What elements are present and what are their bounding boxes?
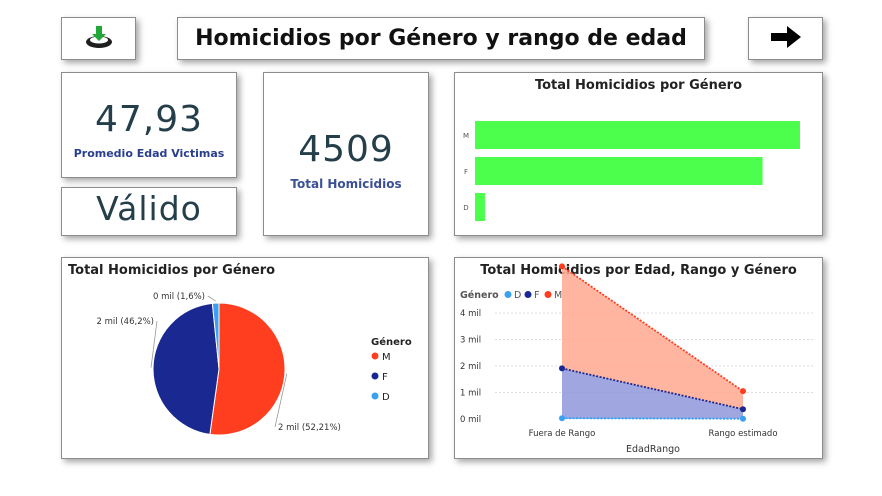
area-point-d bbox=[559, 415, 565, 422]
bar-m bbox=[475, 121, 800, 149]
area-chart-svg: 0 mil 1 mil 2 mil 3 mil 4 mil Fuera de Rango R… bbox=[460, 263, 813, 455]
download-button[interactable] bbox=[61, 17, 136, 60]
area-legend-label: F bbox=[534, 290, 539, 301]
pie-leader-line bbox=[207, 295, 216, 302]
area-legend-marker-m bbox=[544, 291, 552, 298]
area-line-f bbox=[561, 367, 744, 411]
avg-age-value: 47,93 bbox=[94, 99, 204, 140]
area-y-tick-label: 2 mil bbox=[460, 362, 481, 372]
area-legend-title: Género bbox=[460, 290, 499, 301]
area-y-tick-label: 0 mil bbox=[460, 415, 481, 425]
pie-leader-line bbox=[274, 373, 288, 428]
pie-legend-label: D bbox=[382, 392, 390, 403]
next-page-button[interactable] bbox=[748, 17, 823, 60]
area-band-d bbox=[562, 418, 743, 419]
area-band-f bbox=[562, 368, 743, 419]
page-title-text: Homicidios por Género y rango de edad bbox=[195, 26, 687, 51]
pie-legend-label: F bbox=[382, 372, 388, 383]
pie-slice-d bbox=[211, 302, 220, 370]
area-y-tick-label: 3 mil bbox=[460, 336, 481, 346]
pie-legend-marker-f bbox=[371, 372, 379, 380]
status-card: Válido bbox=[61, 187, 237, 236]
area-x-tick-label: Fuera de Rango bbox=[529, 429, 596, 439]
area-band-m bbox=[562, 266, 743, 410]
area-line-m bbox=[561, 265, 744, 392]
bar-chart-title: Total Homicidios por Género bbox=[534, 78, 743, 93]
pie-legend-marker-d bbox=[371, 392, 379, 400]
total-homicides-label: Total Homicidios bbox=[290, 177, 402, 191]
pie-data-label: 0 mil (1,6%) bbox=[153, 292, 205, 302]
area-point-f bbox=[740, 406, 746, 413]
avg-age-label: Promedio Edad Victimas bbox=[73, 147, 225, 160]
area-point-f bbox=[559, 365, 565, 372]
pie-chart-svg: 2 mil (52,21%) 2 mil (46,2%) 0 mil (1,6%) G… bbox=[97, 292, 412, 436]
bar-category-label: F bbox=[464, 168, 468, 176]
pie-legend-title: Género bbox=[371, 336, 412, 348]
area-x-axis-label: EdadRango bbox=[626, 444, 680, 455]
area-legend-label: D bbox=[514, 290, 521, 301]
area-y-tick-label: 4 mil bbox=[460, 309, 481, 319]
area-legend-marker-f bbox=[524, 291, 532, 298]
area-chart-card: Total Homicidios por Edad, Rango y Géner… bbox=[454, 257, 823, 459]
arrow-right-icon bbox=[769, 25, 803, 53]
area-legend-label: M bbox=[554, 290, 562, 301]
total-homicides-card: 4509 Total Homicidios bbox=[263, 72, 429, 236]
bar-f bbox=[475, 157, 763, 185]
area-point-d bbox=[740, 415, 746, 422]
pie-chart-card: Total Homicidios por Género 2 mil (52,21… bbox=[61, 257, 429, 459]
avg-age-card: 47,93 Promedio Edad Victimas bbox=[61, 72, 237, 178]
bar-chart-svg: M F D bbox=[463, 121, 800, 221]
area-legend-marker-d bbox=[504, 291, 512, 298]
download-icon bbox=[84, 24, 114, 54]
bar-d bbox=[475, 193, 485, 221]
page-title: Homicidios por Género y rango de edad bbox=[177, 17, 705, 60]
area-point-m bbox=[740, 388, 746, 395]
pie-data-label: 2 mil (46,2%) bbox=[97, 317, 154, 327]
bar-chart-card: Total Homicidios por Género M F D bbox=[454, 72, 823, 236]
pie-chart-title: Total Homicidios por Género bbox=[68, 263, 276, 278]
area-line-d bbox=[561, 417, 744, 420]
bar-category-label: D bbox=[463, 204, 468, 212]
pie-legend-label: M bbox=[382, 352, 391, 363]
area-y-tick-label: 1 mil bbox=[460, 389, 481, 399]
pie-legend-marker-m bbox=[371, 352, 379, 360]
status-value: Válido bbox=[96, 189, 202, 228]
pie-leader-line bbox=[150, 320, 158, 368]
total-homicides-value: 4509 bbox=[298, 129, 394, 170]
pie-data-label: 2 mil (52,21%) bbox=[278, 423, 341, 433]
area-point-m bbox=[559, 263, 565, 270]
pie-slice-f bbox=[152, 302, 220, 435]
pie-slice-m bbox=[209, 302, 286, 436]
bar-category-label: M bbox=[463, 132, 469, 140]
area-x-tick-label: Rango estimado bbox=[708, 429, 777, 439]
